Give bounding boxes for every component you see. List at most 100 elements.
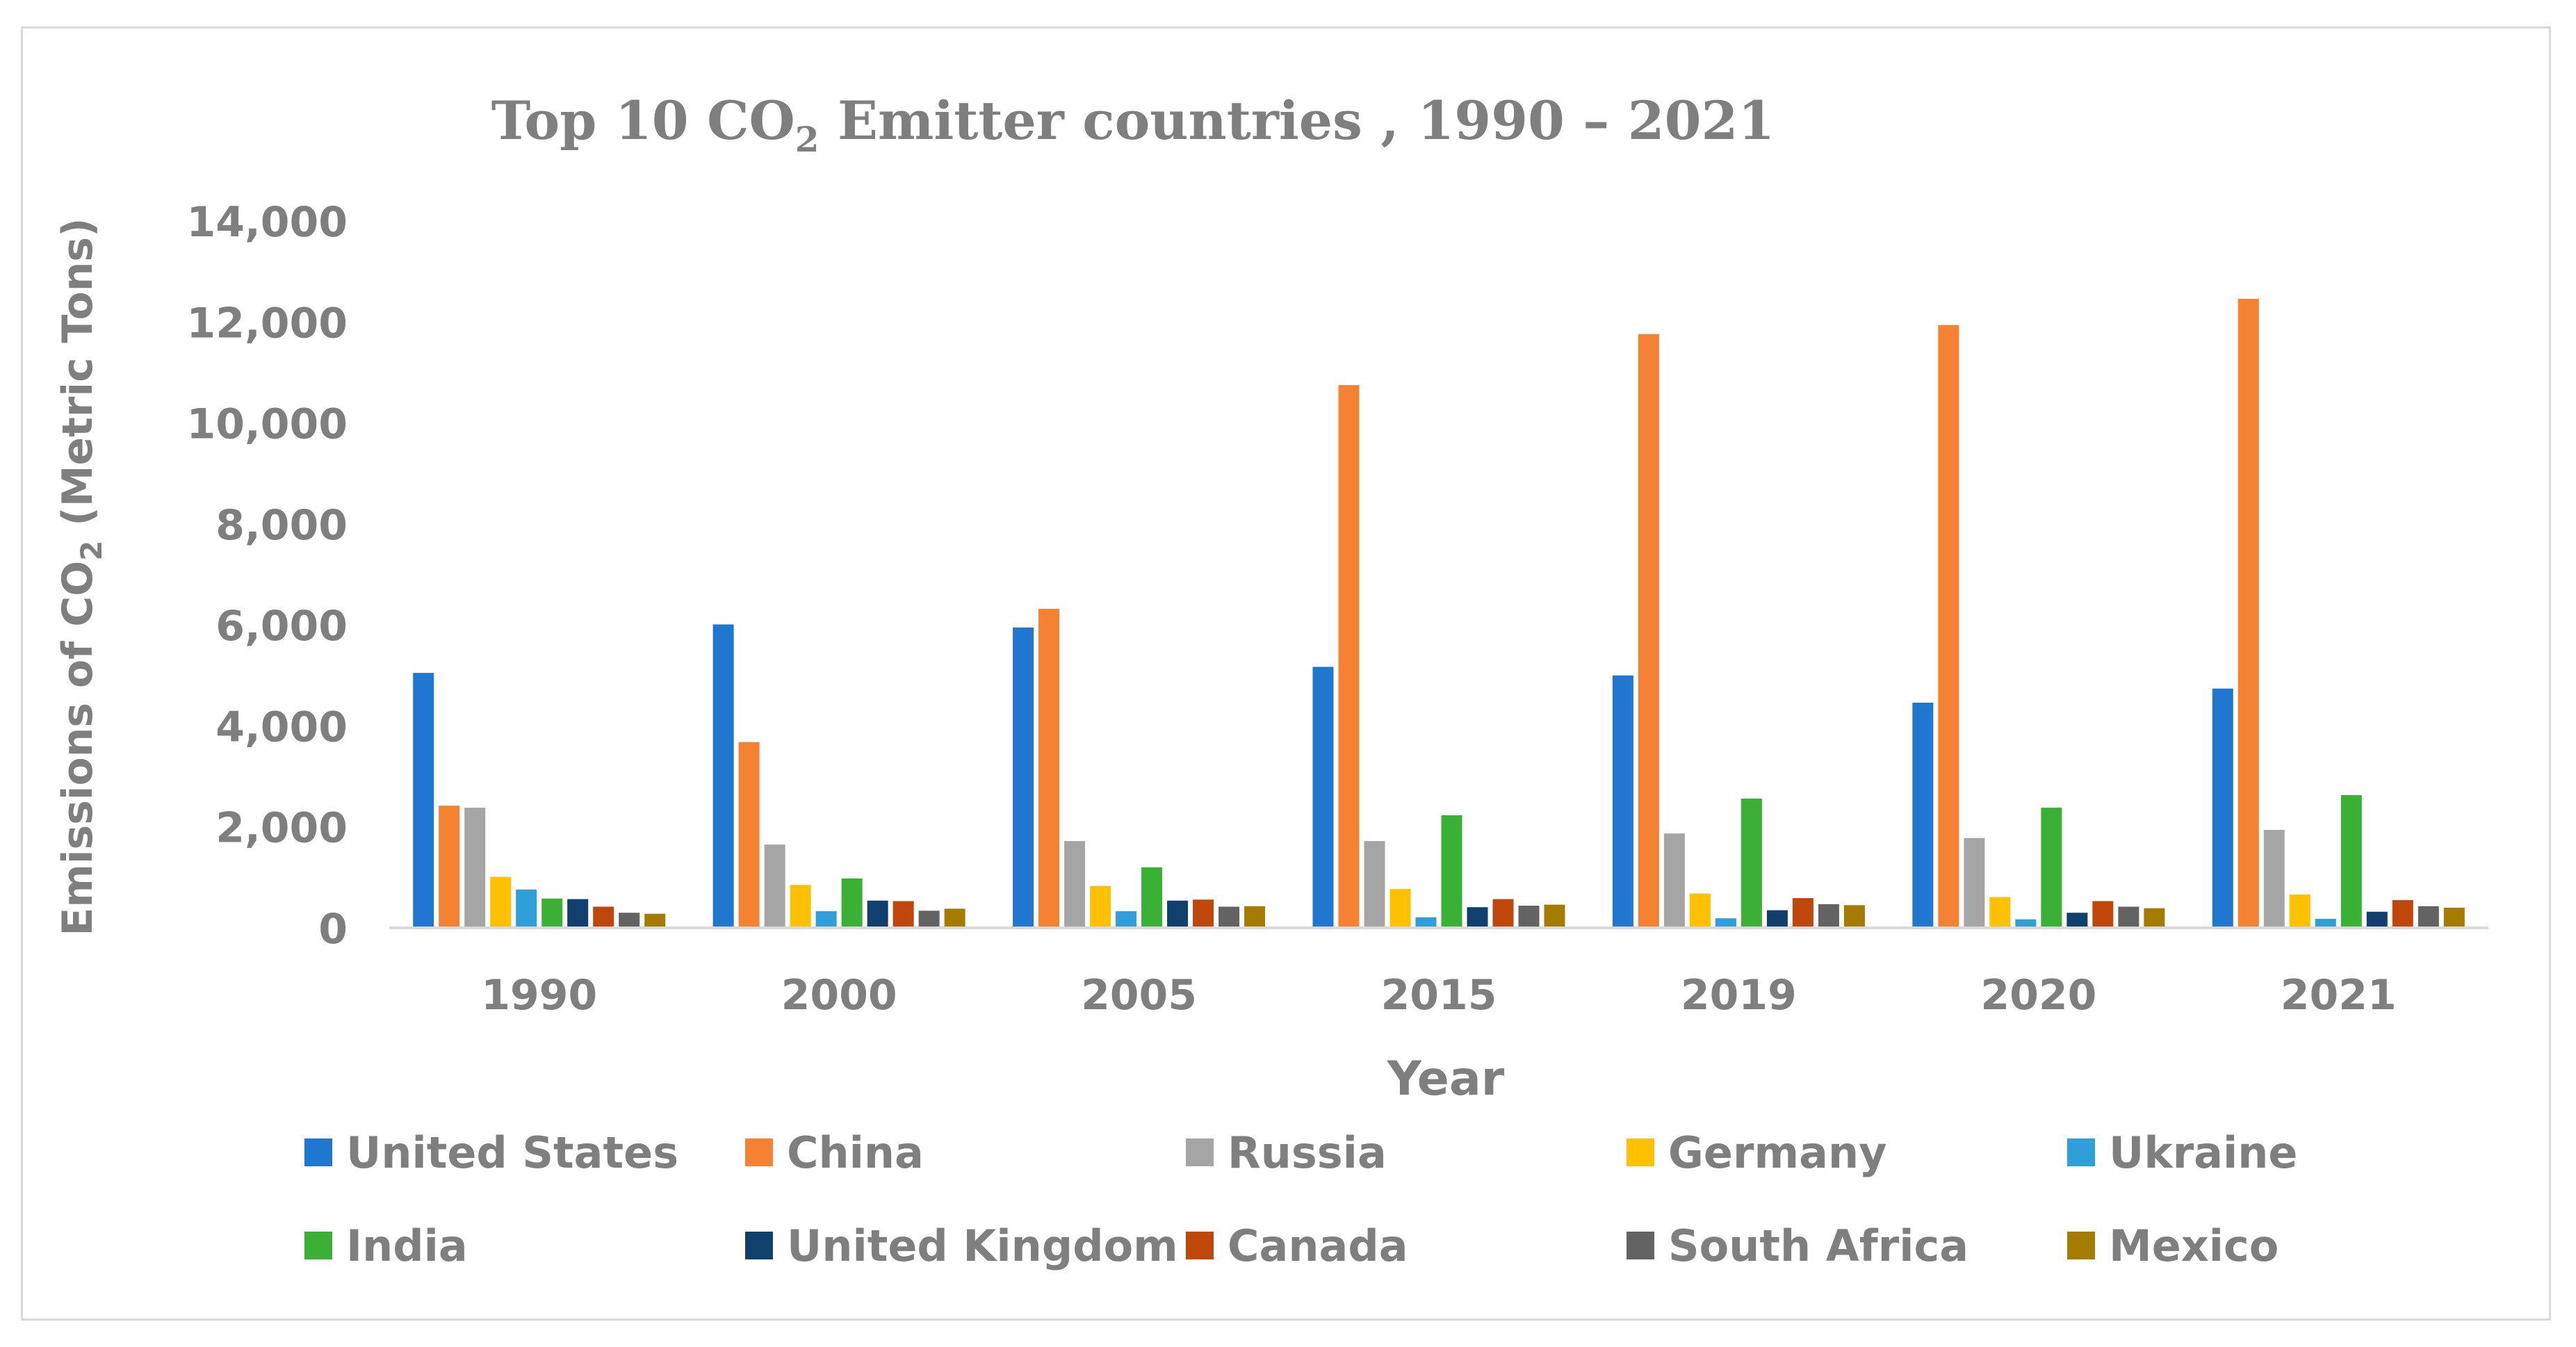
bar-germany-2021 (2289, 895, 2310, 928)
bar-south-africa-2020 (2118, 906, 2139, 928)
legend: United States China Russia Germany Ukraine In… (304, 1127, 2297, 1271)
bar-canada-2015 (1492, 899, 1514, 928)
bar-south-africa-2005 (1218, 906, 1240, 928)
x-tick-label: 2019 (1681, 971, 1797, 1020)
bar-india-1990 (541, 898, 563, 928)
x-tick-label: 2000 (781, 971, 897, 1020)
legend-swatch-united-kingdom (745, 1232, 773, 1259)
legend-label: United Kingdom (787, 1221, 1178, 1271)
legend-swatch-united-states (304, 1138, 332, 1166)
bar-canada-1990 (593, 906, 614, 928)
bar-india-2000 (841, 878, 863, 928)
bar-united-states-2019 (1612, 675, 1633, 928)
chart-title: Top 10 CO2 Emitter countries , 1990 – 20… (491, 90, 1775, 160)
bar-russia-2021 (2263, 830, 2285, 928)
bar-mexico-1990 (644, 913, 666, 928)
bar-russia-2020 (1964, 838, 1985, 928)
bar-china-1990 (439, 806, 460, 928)
legend-label: China (787, 1127, 924, 1178)
legend-label: Ukraine (2109, 1127, 2297, 1178)
bar-canada-2000 (892, 901, 914, 928)
bar-united-states-2020 (1912, 703, 1934, 928)
bar-china-2015 (1338, 385, 1360, 928)
bar-india-2005 (1141, 867, 1163, 928)
bar-mexico-2015 (1544, 904, 1565, 928)
y-tick-labels: 0 2,000 4,000 6,000 8,000 10,000 12,000 14,000 (186, 198, 348, 954)
legend-swatch-south-africa (1627, 1232, 1654, 1259)
bar-ukraine-1990 (516, 889, 537, 928)
legend-label: Russia (1228, 1127, 1387, 1178)
x-tick-label: 2021 (2281, 971, 2397, 1020)
bar-russia-1990 (464, 808, 486, 928)
bar-germany-2020 (1989, 897, 2011, 928)
bar-canada-2020 (2092, 901, 2114, 928)
bar-germany-2015 (1389, 889, 1411, 928)
bar-ukraine-2021 (2315, 918, 2336, 928)
y-tick-label: 6,000 (215, 602, 348, 651)
legend-label: Mexico (2109, 1221, 2279, 1271)
bar-south-africa-2015 (1518, 906, 1540, 928)
bar-south-africa-1990 (619, 913, 640, 928)
bar-russia-2019 (1663, 833, 1685, 928)
bar-united-states-2021 (2212, 688, 2233, 928)
bars-group (413, 298, 2465, 929)
bar-ukraine-2020 (2015, 919, 2037, 928)
y-tick-label: 0 (318, 905, 348, 954)
bar-germany-1990 (490, 876, 512, 928)
bar-canada-2005 (1193, 899, 1214, 928)
bar-ukraine-2000 (815, 911, 837, 928)
bar-india-2021 (2340, 794, 2362, 928)
bar-united-kingdom-1990 (567, 899, 589, 928)
x-tick-labels: 1990 2000 2005 2015 2019 2020 2021 (481, 971, 2397, 1020)
y-tick-label: 4,000 (215, 703, 348, 751)
bar-india-2020 (2041, 808, 2062, 928)
bar-russia-2005 (1064, 841, 1086, 928)
bar-united-states-1990 (413, 673, 434, 928)
bar-united-kingdom-2021 (2366, 911, 2388, 928)
legend-swatch-canada (1186, 1232, 1214, 1259)
bar-mexico-2020 (2144, 908, 2165, 928)
bar-united-states-2000 (712, 624, 734, 928)
y-tick-label: 2,000 (215, 804, 348, 853)
legend-label: South Africa (1668, 1221, 1968, 1271)
bar-canada-2019 (1792, 898, 1813, 928)
legend-swatch-germany (1627, 1138, 1654, 1166)
bar-china-2005 (1038, 608, 1060, 928)
bar-india-2019 (1741, 799, 1762, 928)
legend-swatch-ukraine (2067, 1138, 2095, 1166)
bar-mexico-2000 (944, 908, 965, 928)
bar-china-2000 (738, 742, 760, 928)
bar-china-2019 (1638, 334, 1659, 929)
bar-south-africa-2019 (1818, 904, 1839, 928)
bar-united-states-2005 (1013, 627, 1034, 928)
chart-frame (21, 26, 2551, 1321)
x-axis-label: Year (1387, 1052, 1505, 1107)
y-tick-label: 8,000 (215, 501, 348, 550)
y-tick-label: 14,000 (186, 198, 348, 247)
bar-canada-2021 (2392, 900, 2413, 928)
bar-united-kingdom-2005 (1167, 900, 1189, 928)
y-tick-label: 12,000 (186, 299, 348, 348)
bar-ukraine-2015 (1415, 917, 1437, 928)
legend-label: Canada (1228, 1221, 1408, 1271)
x-tick-label: 2005 (1081, 971, 1197, 1020)
legend-swatch-russia (1186, 1138, 1214, 1166)
x-tick-label: 2015 (1381, 971, 1497, 1020)
y-axis-label: Emissions of CO2 (Metric Tons) (54, 218, 108, 936)
bar-india-2015 (1441, 815, 1462, 928)
bar-united-states-2015 (1312, 667, 1334, 928)
bar-united-kingdom-2020 (2066, 913, 2088, 928)
bar-south-africa-2021 (2418, 906, 2439, 928)
bar-south-africa-2000 (918, 911, 940, 928)
x-tick-label: 1990 (481, 971, 597, 1020)
bar-united-kingdom-2015 (1467, 907, 1488, 928)
legend-swatch-china (745, 1138, 773, 1166)
legend-swatch-mexico (2067, 1232, 2095, 1259)
bar-germany-2000 (790, 885, 811, 928)
bar-united-kingdom-2000 (867, 900, 888, 928)
bar-mexico-2021 (2443, 907, 2465, 928)
legend-label: United States (346, 1127, 678, 1178)
bar-germany-2005 (1090, 885, 1111, 928)
bar-russia-2000 (764, 844, 785, 928)
